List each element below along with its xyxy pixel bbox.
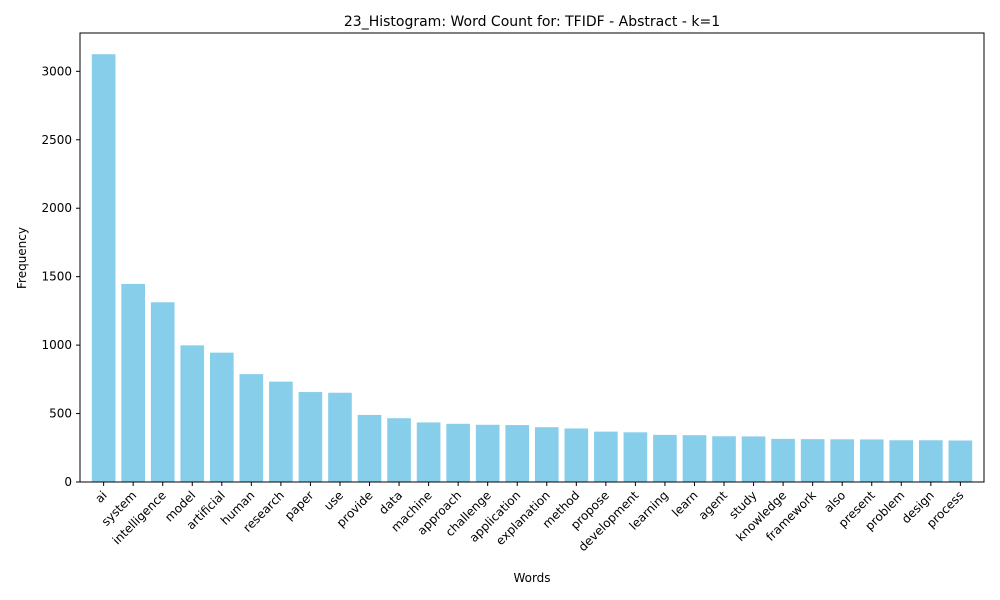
y-tick-label: 1000 (41, 338, 72, 352)
bar-machine (416, 422, 441, 482)
y-tick-label: 3000 (41, 64, 72, 78)
bar-provide (357, 414, 382, 482)
bar-process (948, 440, 973, 482)
bar-ai (91, 54, 116, 482)
bar-use (328, 392, 352, 482)
bar-design (919, 440, 943, 482)
y-tick-label: 1500 (41, 270, 72, 284)
bar-agent (712, 436, 736, 482)
bar-problem (889, 440, 914, 482)
x-tick-label: agent (696, 488, 731, 523)
x-tick-label: use (321, 488, 346, 513)
bar-present (859, 439, 884, 482)
x-tick-label: learn (669, 488, 700, 519)
bar-intelligence (150, 302, 175, 482)
y-tick-label: 500 (49, 407, 72, 421)
x-tick-label: paper (282, 488, 317, 523)
bar-also (830, 439, 855, 482)
x-axis-label: Words (513, 571, 550, 585)
y-tick-label: 2000 (41, 201, 72, 215)
chart-title: 23_Histogram: Word Count for: TFIDF - Ab… (344, 14, 720, 30)
bar-artificial (209, 352, 234, 482)
x-axis: aisystemintelligencemodelartificialhuman… (92, 482, 966, 554)
bar-challenge (475, 424, 500, 482)
y-tick-label: 0 (64, 475, 72, 489)
bar-learn (682, 435, 707, 482)
bar-data (387, 418, 411, 482)
bar-human (239, 374, 264, 482)
bar-learning (653, 434, 677, 482)
bar-application (505, 425, 530, 482)
y-axis-label: Frequency (15, 227, 29, 289)
bar-study (741, 436, 766, 482)
bar-research (269, 381, 293, 482)
bar-method (564, 428, 589, 482)
bar-framework (800, 439, 825, 482)
y-axis: 0 500 1000 1500 2000 2500 3000 (41, 64, 80, 489)
bars-group (91, 54, 973, 482)
bar-development (623, 432, 648, 482)
plot-frame (79, 32, 985, 483)
bar-explanation (534, 427, 559, 482)
bar-propose (594, 431, 618, 482)
bar-knowledge (771, 438, 795, 482)
bar-approach (446, 423, 470, 482)
bar-model (180, 345, 205, 482)
y-tick-label: 2500 (41, 133, 72, 147)
x-tick-label: ai (92, 488, 109, 505)
bar-system (121, 283, 145, 482)
bar-paper (298, 392, 323, 482)
